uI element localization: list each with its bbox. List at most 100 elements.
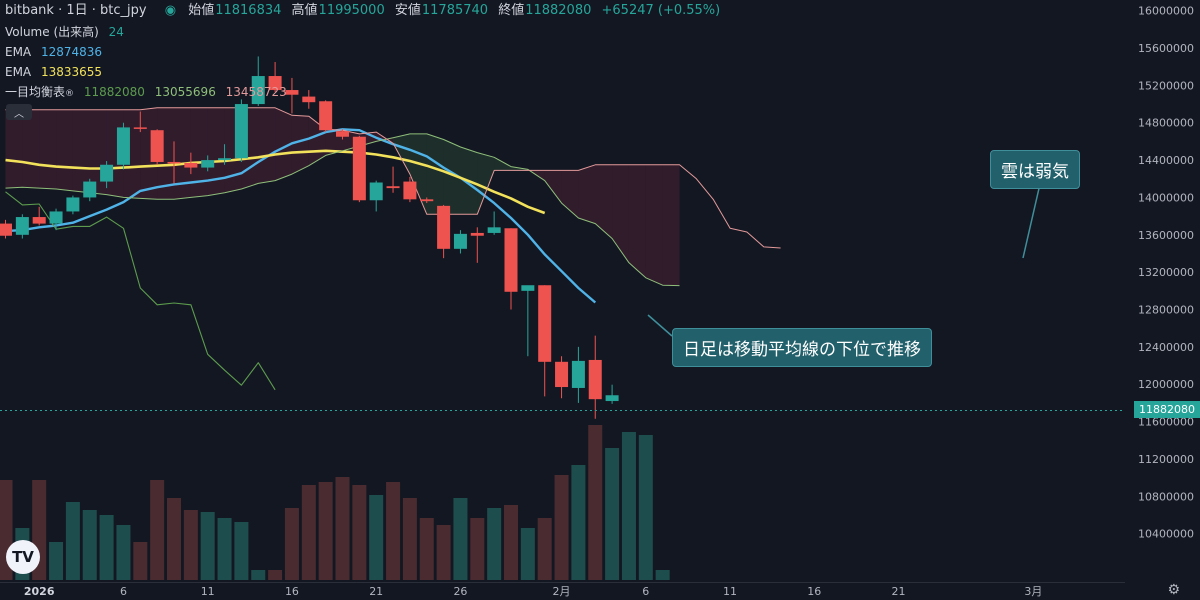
- y-tick-label: 10800000: [1138, 490, 1194, 503]
- chevron-up-icon: ︿: [14, 108, 24, 120]
- y-tick-label: 11200000: [1138, 453, 1194, 466]
- candle-body: [588, 359, 602, 400]
- span-b-line: [5, 107, 781, 249]
- collapse-legend-button[interactable]: ︿: [6, 104, 32, 120]
- volume-bar: [470, 518, 485, 580]
- x-tick-label: 3月: [1024, 585, 1042, 598]
- volume-bar: [436, 525, 451, 580]
- cloud-segment: [56, 109, 73, 191]
- candle-body: [352, 136, 366, 201]
- x-tick-label: 21: [369, 585, 383, 598]
- volume-bar: [571, 465, 586, 580]
- y-tick-label: 16000000: [1138, 5, 1194, 18]
- volume-bar: [520, 528, 535, 580]
- y-tick-label: 14000000: [1138, 191, 1194, 204]
- registered-icon: ®: [65, 89, 75, 99]
- cloud-segment: [174, 107, 191, 200]
- ichimoku-label: 一目均衡表: [5, 85, 66, 99]
- volume-bar: [116, 525, 131, 580]
- candle-body: [251, 76, 265, 105]
- candle-body: [302, 96, 316, 103]
- daily-callout-text: 日足は移動平均線の下位で推移: [683, 340, 921, 360]
- high-label: 高値: [291, 3, 318, 18]
- candle-body: [285, 90, 299, 95]
- symbol-title[interactable]: bitbank · 1日 · btc_jpy: [5, 3, 147, 18]
- volume-bar: [301, 485, 316, 580]
- cloud-segment: [595, 164, 613, 239]
- y-tick-label: 10400000: [1138, 528, 1194, 541]
- volume-bar: [65, 502, 80, 580]
- volume-bar: [369, 495, 384, 580]
- volume-bar: [504, 505, 518, 580]
- y-tick-label: 13600000: [1138, 229, 1194, 242]
- candle-body: [487, 227, 501, 233]
- ema-slow-value: 13833655: [40, 65, 103, 79]
- cloud-callout-text: 雲は弱気: [1001, 162, 1069, 182]
- volume-value: 24: [108, 25, 124, 39]
- cloud-segment: [258, 107, 276, 184]
- gear-icon[interactable]: ⚙: [1167, 582, 1180, 598]
- daily-callout: 日足は移動平均線の下位で推移: [672, 328, 932, 367]
- open-label: 始値: [188, 3, 215, 18]
- candle-body: [167, 161, 181, 164]
- volume-legend[interactable]: Volume (出来高) 24: [5, 24, 130, 40]
- volume-bar: [537, 518, 552, 580]
- ema-fast-label: EMA: [5, 45, 32, 59]
- cloud-segment: [645, 164, 663, 286]
- cloud-segment: [207, 107, 225, 196]
- candle-body: [336, 131, 349, 137]
- last-price-tag: 11882080: [1134, 401, 1200, 418]
- y-tick-label: 15200000: [1138, 79, 1194, 92]
- y-tick-label: 12400000: [1138, 341, 1194, 354]
- candle-body: [605, 395, 619, 402]
- cloud-callout-pointer: [1022, 183, 1041, 259]
- cloud-segment: [190, 107, 208, 198]
- change-value: +65247 (+0.55%): [601, 3, 721, 18]
- volume-bar: [82, 510, 97, 580]
- ichimoku-legend[interactable]: 一目均衡表® 11882080 13055696 13458723: [5, 84, 293, 102]
- span-a-line: [5, 133, 680, 287]
- y-tick-label: 11600000: [1138, 416, 1194, 429]
- open-value: 11816834: [215, 3, 282, 18]
- ema-slow-legend[interactable]: EMA 13833655: [5, 64, 108, 80]
- volume-bar: [335, 477, 350, 580]
- candle-body: [100, 164, 114, 182]
- candle-body: [504, 228, 518, 292]
- candle-body: [218, 158, 232, 161]
- low-label: 安値: [394, 3, 421, 18]
- tv-logo-icon: TV: [12, 548, 34, 566]
- live-dot-icon: ◉: [164, 3, 177, 18]
- cloud-segment: [443, 139, 461, 215]
- volume-bar: [638, 435, 653, 580]
- volume-bar: [133, 542, 148, 580]
- cloud-segment: [662, 164, 680, 286]
- candle-body: [32, 217, 46, 224]
- volume-bar: [284, 508, 299, 580]
- cloud-segment: [561, 170, 579, 218]
- x-tick-label: 6: [120, 585, 127, 598]
- x-tick-label: 11: [723, 585, 737, 598]
- candle-body: [83, 181, 97, 198]
- candle-body: [555, 361, 569, 388]
- close-value: 11882080: [525, 3, 592, 18]
- ema-fast-legend[interactable]: EMA 12874836: [5, 44, 108, 60]
- high-value: 11995000: [318, 3, 385, 18]
- y-tick-label: 14400000: [1138, 154, 1194, 167]
- volume-bar: [183, 510, 198, 580]
- tradingview-logo[interactable]: TV: [6, 540, 40, 574]
- cloud-segment: [22, 109, 40, 189]
- y-tick-label: 12000000: [1138, 378, 1194, 391]
- volume-bar: [621, 432, 636, 580]
- y-tick-label: 14800000: [1138, 117, 1194, 130]
- cloud-segment: [578, 164, 596, 224]
- ema-fast-line: [5, 128, 597, 304]
- cloud-segment: [5, 109, 23, 189]
- candle-body: [538, 285, 552, 362]
- volume-bar: [150, 480, 165, 580]
- cloud-segment: [291, 115, 309, 175]
- candle-body: [201, 160, 215, 168]
- x-tick-label: 2026: [24, 585, 55, 598]
- cloud-segment: [72, 109, 90, 193]
